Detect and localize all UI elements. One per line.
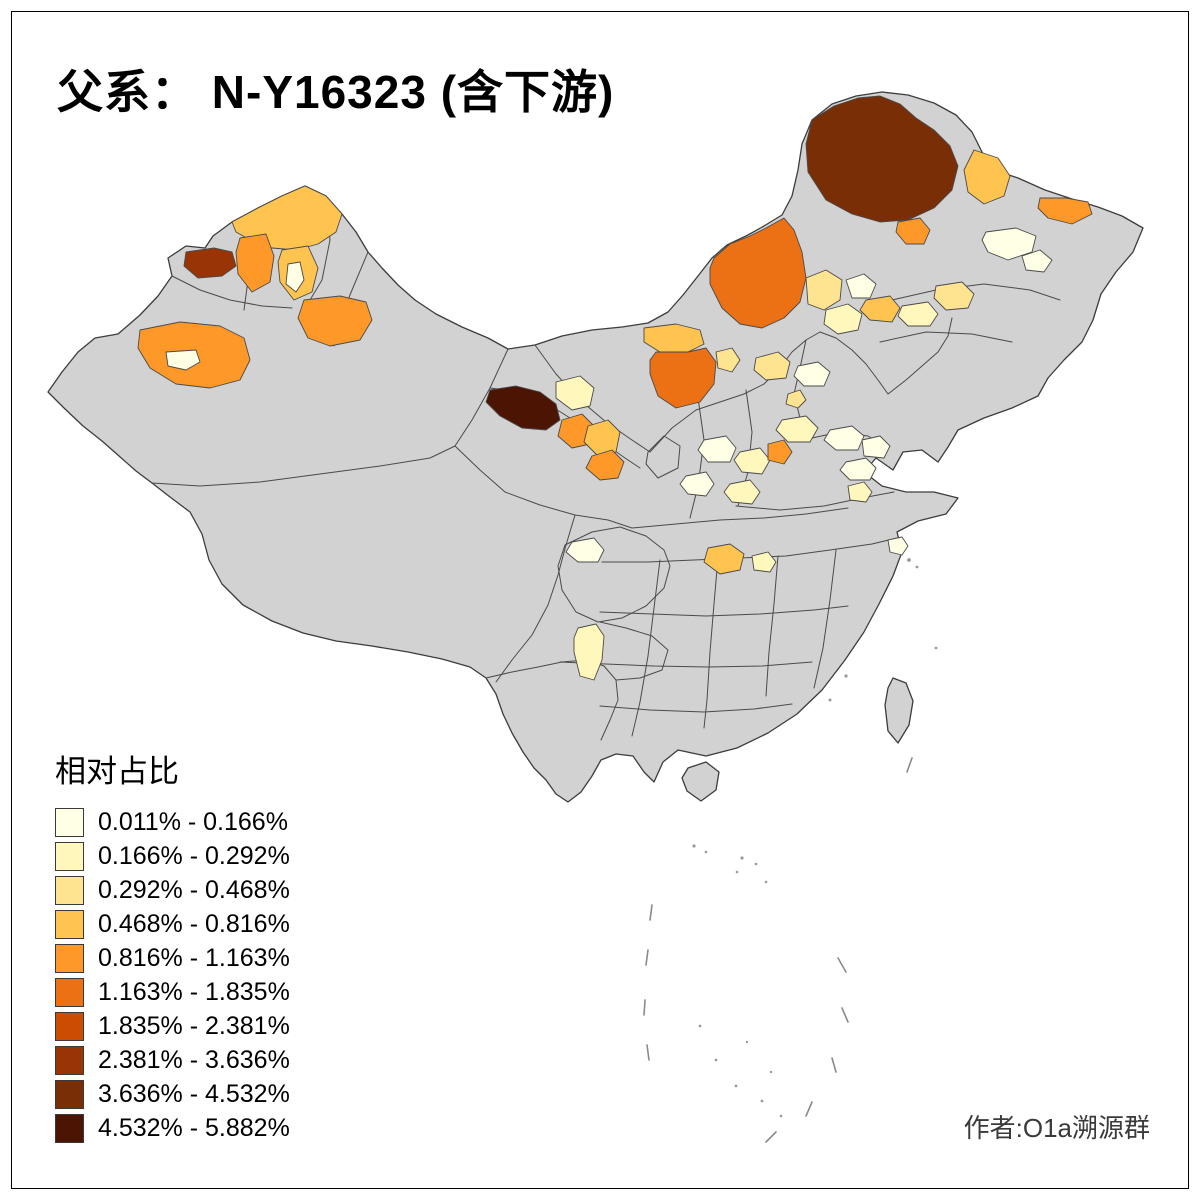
legend-row: 1.163% - 1.835%: [55, 975, 290, 1009]
legend-row: 2.381% - 3.636%: [55, 1043, 290, 1077]
colored-region: [823, 303, 863, 335]
colored-region: [235, 233, 275, 293]
colored-region: [297, 295, 373, 347]
colored-region: [733, 447, 771, 475]
colored-region: [485, 385, 561, 431]
legend-row: 0.011% - 0.166%: [55, 805, 290, 839]
legend-row: 0.166% - 0.292%: [55, 839, 290, 873]
legend-row: 1.835% - 2.381%: [55, 1009, 290, 1043]
colored-region: [823, 425, 865, 451]
author-credit: 作者:O1a溯源群: [963, 1113, 1150, 1143]
colored-region: [165, 349, 201, 371]
legend-swatch: [55, 875, 84, 905]
colored-region: [183, 247, 237, 279]
colored-region: [933, 281, 975, 311]
legend-swatch: [55, 1113, 84, 1143]
colored-region: [1021, 249, 1053, 273]
colored-region: [963, 149, 1011, 205]
colored-region: [643, 323, 705, 353]
legend-swatch: [55, 1045, 84, 1075]
colored-region: [1037, 197, 1093, 225]
legend: 相对占比 0.011% - 0.166% 0.166% - 0.292% 0.2…: [55, 746, 290, 1145]
legend-swatch: [55, 943, 84, 973]
legend-label: 0.468% - 0.816%: [98, 909, 290, 938]
legend-row: 4.532% - 5.882%: [55, 1111, 290, 1145]
colored-region: [585, 449, 625, 481]
colored-region: [775, 415, 819, 443]
colored-region: [847, 481, 873, 503]
colored-region: [805, 269, 843, 311]
legend-label: 0.166% - 0.292%: [98, 841, 290, 870]
legend-swatch: [55, 807, 84, 837]
choropleth-regions: [137, 95, 1093, 681]
colored-region: [805, 95, 959, 223]
legend-swatch: [55, 1011, 84, 1041]
colored-region: [895, 217, 931, 245]
legend-swatch: [55, 841, 84, 871]
colored-region: [709, 217, 807, 329]
legend-label: 2.381% - 3.636%: [98, 1045, 290, 1074]
colored-region: [679, 471, 715, 497]
legend-title: 相对占比: [55, 754, 179, 789]
colored-region: [583, 419, 621, 457]
legend-swatch: [55, 977, 84, 1007]
colored-region: [285, 261, 305, 293]
legend-label: 0.011% - 0.166%: [98, 807, 288, 836]
taiwan-island: [884, 677, 914, 744]
colored-region: [845, 273, 877, 299]
colored-region: [861, 435, 891, 459]
colored-region: [573, 623, 605, 681]
colored-region: [703, 543, 745, 575]
colored-region: [887, 536, 909, 556]
legend-row: 0.468% - 0.816%: [55, 907, 290, 941]
colored-region: [767, 439, 793, 465]
colored-region: [785, 389, 807, 409]
page-title: 父系： N-Y16323 (含下游): [57, 66, 615, 118]
legend-swatch: [55, 1079, 84, 1109]
legend-label: 0.816% - 1.163%: [98, 943, 290, 972]
colored-region: [649, 347, 717, 409]
legend-label: 4.532% - 5.882%: [98, 1113, 290, 1142]
hainan-island: [681, 761, 720, 802]
colored-region: [565, 537, 605, 563]
legend-swatch: [55, 909, 84, 939]
colored-region: [555, 375, 595, 411]
colored-region: [751, 551, 777, 573]
legend-label: 1.163% - 1.835%: [98, 977, 290, 1006]
colored-region: [697, 435, 737, 463]
colored-region: [723, 479, 761, 505]
colored-region: [981, 227, 1037, 261]
colored-region: [839, 457, 877, 481]
colored-region: [897, 301, 939, 327]
colored-region: [753, 351, 791, 381]
colored-region: [715, 347, 741, 373]
colored-region: [859, 295, 901, 323]
sea-islands: [692, 558, 938, 1118]
legend-label: 3.636% - 4.532%: [98, 1079, 290, 1108]
legend-label: 0.292% - 0.468%: [98, 875, 290, 904]
legend-label: 1.835% - 2.381%: [98, 1011, 290, 1040]
nine-dash-line: [643, 757, 913, 1143]
colored-region: [793, 361, 831, 387]
legend-row: 3.636% - 4.532%: [55, 1077, 290, 1111]
legend-row: 0.816% - 1.163%: [55, 941, 290, 975]
legend-row: 0.292% - 0.468%: [55, 873, 290, 907]
